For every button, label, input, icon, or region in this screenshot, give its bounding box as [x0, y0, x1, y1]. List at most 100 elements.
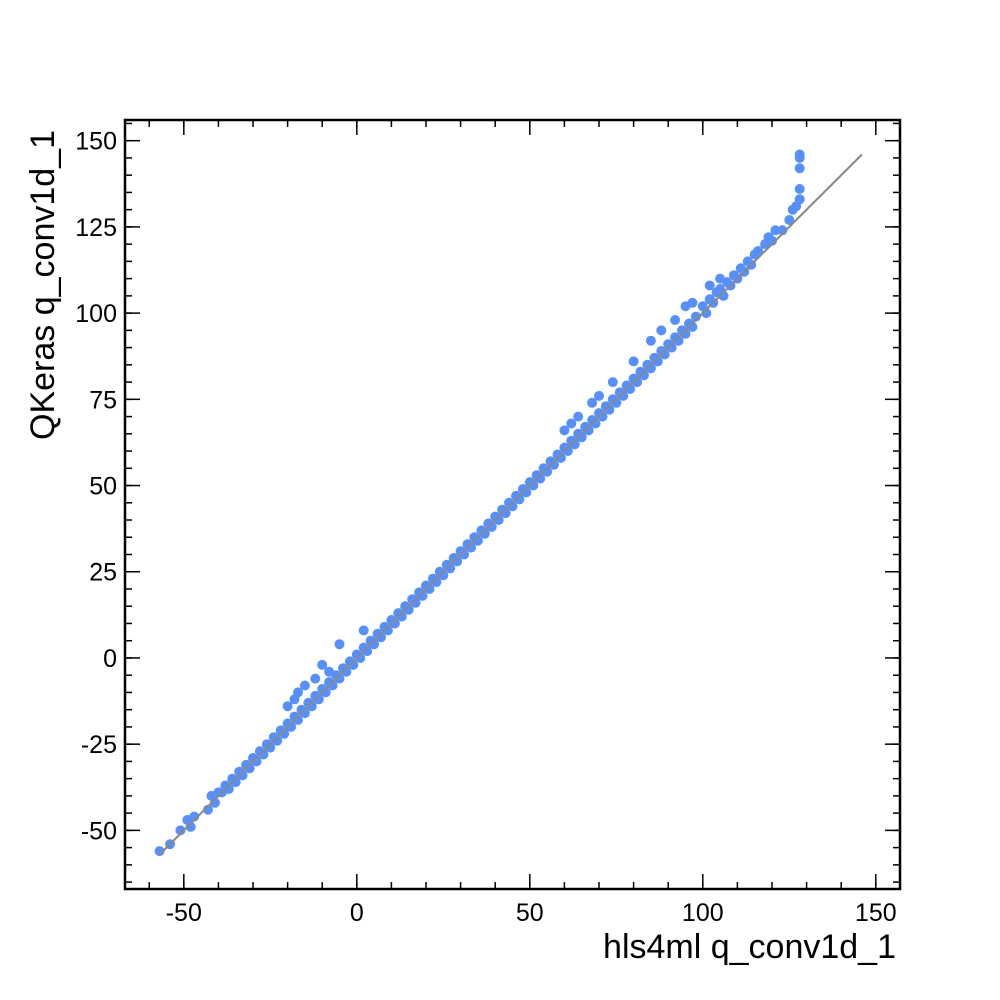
data-point [334, 639, 345, 650]
data-point [362, 646, 373, 657]
data-point [293, 715, 303, 725]
data-point [299, 708, 310, 719]
data-point [652, 356, 663, 367]
data-point [417, 590, 428, 601]
data-point [607, 377, 618, 388]
data-point [687, 297, 698, 308]
data-point [459, 549, 470, 560]
data-point [521, 487, 532, 498]
x-tick-label: -50 [166, 899, 202, 927]
y-tick-label: 150 [75, 128, 117, 156]
data-point [673, 335, 684, 346]
data-point [670, 315, 681, 325]
x-tick-label: 50 [516, 899, 544, 927]
data-point [272, 735, 283, 746]
data-point [597, 411, 608, 422]
data-point [223, 784, 234, 794]
data-point [632, 377, 643, 388]
data-point [784, 215, 795, 225]
data-point [611, 397, 622, 408]
y-tick-label: -25 [81, 731, 117, 759]
data-point [573, 411, 584, 422]
data-point [645, 335, 656, 346]
data-point [327, 680, 338, 691]
data-point [355, 653, 366, 663]
data-point [175, 825, 186, 836]
y-tick-label: 75 [89, 386, 117, 414]
data-point [258, 749, 269, 760]
data-point [680, 328, 691, 339]
data-point [777, 225, 788, 236]
data-point [555, 452, 566, 463]
data-point [666, 342, 677, 353]
reference-line [158, 153, 863, 856]
data-point [244, 763, 255, 774]
data-point [265, 742, 276, 753]
x-axis-title: hls4ml q_conv1d_1 [603, 928, 896, 966]
data-point [770, 225, 781, 236]
data-point [185, 821, 196, 832]
data-point [625, 384, 636, 394]
data-point [317, 659, 328, 670]
data-point [445, 563, 456, 574]
data-point [718, 290, 729, 301]
x-tick-label: 0 [350, 899, 364, 927]
data-point [594, 390, 604, 401]
data-point [562, 446, 573, 456]
tick-labels-layer: -50 0 50 100 150 -50 -25 0 25 50 75 100 125 150 [75, 128, 896, 927]
data-point [493, 515, 504, 525]
data-point [618, 390, 629, 401]
data-point [334, 673, 345, 684]
data-point [431, 577, 442, 588]
data-point [590, 418, 601, 429]
data-point [289, 694, 300, 705]
data-point [639, 370, 649, 381]
y-tick-label: 0 [103, 645, 117, 673]
data-point [535, 473, 546, 484]
data-point [210, 797, 220, 808]
data-point [438, 570, 449, 581]
data-point [528, 480, 539, 491]
data-point [424, 584, 435, 594]
data-point [320, 687, 331, 698]
data-point [348, 659, 359, 670]
data-point [306, 701, 317, 712]
data-point [251, 756, 262, 767]
data-point [282, 701, 293, 712]
data-point [500, 508, 511, 519]
data-point [549, 459, 559, 470]
data-point [403, 604, 414, 615]
data-point [154, 846, 165, 857]
x-tick-label: 100 [682, 899, 724, 927]
data-point [466, 542, 476, 553]
data-point [452, 556, 463, 567]
data-point [583, 425, 594, 436]
data-point [542, 466, 553, 477]
data-point [767, 235, 777, 246]
y-tick-label: -50 [81, 817, 117, 845]
data-point [753, 246, 764, 256]
plot-frame [123, 118, 902, 891]
data-point [313, 694, 324, 705]
reference-line-layer [158, 153, 863, 856]
data-point [286, 721, 297, 732]
y-tick-label: 100 [75, 300, 117, 328]
data-point [376, 632, 386, 643]
data-point [382, 625, 393, 636]
data-point [604, 404, 615, 415]
data-point [230, 777, 241, 788]
data-point [656, 325, 667, 336]
data-point [559, 425, 570, 436]
data-point [279, 728, 290, 739]
data-point [410, 597, 421, 608]
points-layer [154, 149, 805, 857]
data-point [396, 611, 407, 622]
data-point [690, 311, 701, 322]
data-point [576, 432, 587, 443]
data-point [587, 397, 598, 408]
data-point [310, 673, 321, 684]
y-tick-label: 50 [89, 473, 117, 501]
data-point [237, 770, 248, 781]
data-point [189, 811, 200, 822]
